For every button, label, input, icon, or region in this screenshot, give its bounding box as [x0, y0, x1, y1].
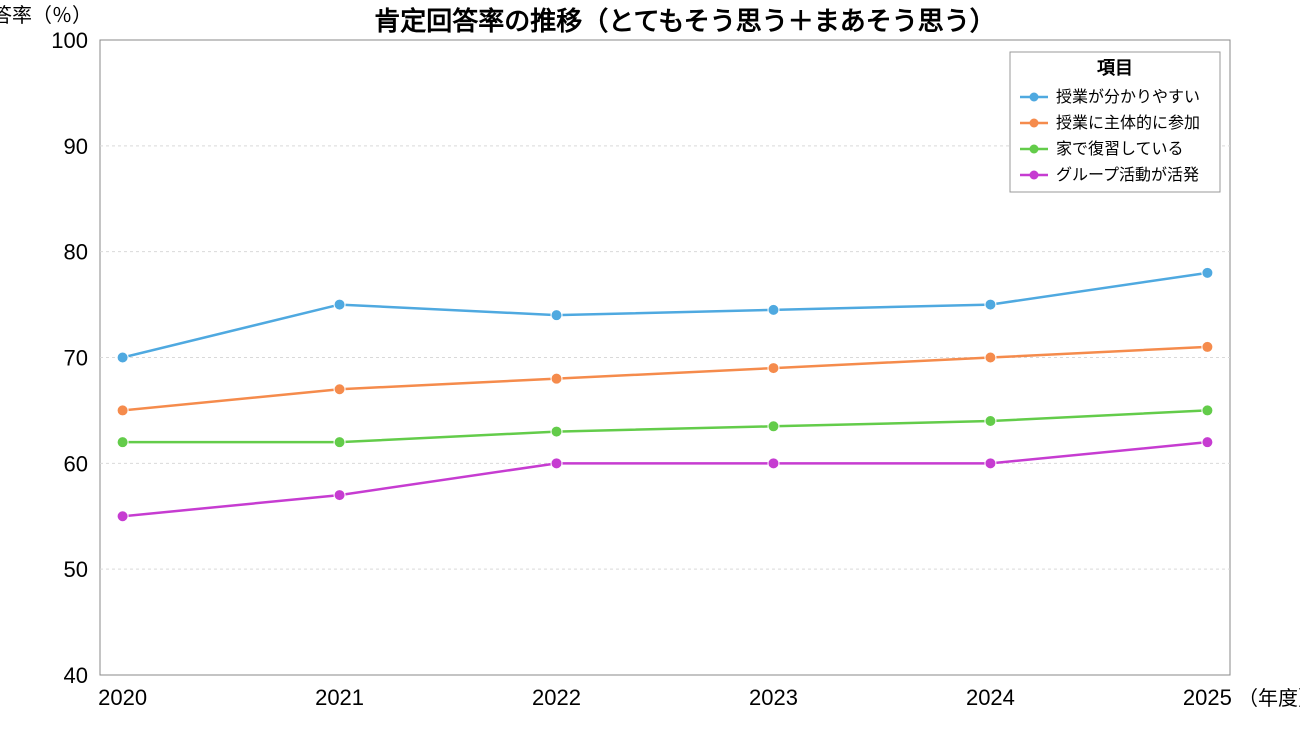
series-marker: [985, 299, 996, 310]
x-tick-label: 2021: [315, 685, 364, 710]
chart-svg: 40 50 60 70 80 90 100 2020 2021 2022 2023 2024 2025 肯…: [0, 0, 1300, 752]
series-marker: [768, 363, 779, 374]
series-marker: [334, 384, 345, 395]
series-marker: [985, 352, 996, 363]
series-marker: [117, 352, 128, 363]
series-marker: [1202, 267, 1213, 278]
legend-item-label: グループ活動が活発: [1056, 166, 1199, 184]
series-marker: [768, 304, 779, 315]
series-marker: [768, 458, 779, 469]
series-marker: [334, 299, 345, 310]
legend-swatch-marker: [1030, 145, 1039, 154]
series-marker: [334, 437, 345, 448]
y-tick-label: 50: [64, 557, 88, 582]
y-tick-label: 40: [64, 663, 88, 688]
series-marker: [117, 511, 128, 522]
legend-item-label: 家で復習している: [1056, 140, 1184, 158]
y-tick-label: 70: [64, 346, 88, 371]
chart-title: 肯定回答率の推移（とてもそう思う＋まあそう思う）: [374, 6, 995, 36]
x-axis-label: （年度）: [1238, 687, 1300, 710]
series-marker: [551, 426, 562, 437]
series-marker: [551, 373, 562, 384]
legend-title: 項目: [1097, 58, 1133, 78]
series-marker: [334, 490, 345, 501]
x-tick-label: 2020: [98, 685, 147, 710]
series-marker: [768, 421, 779, 432]
x-tick-label: 2023: [749, 685, 798, 710]
series-marker: [985, 416, 996, 427]
series-marker: [117, 405, 128, 416]
y-tick-label: 80: [64, 240, 88, 265]
legend-swatch-marker: [1030, 171, 1039, 180]
series-marker: [551, 458, 562, 469]
series-marker: [551, 310, 562, 321]
y-tick-label: 90: [64, 134, 88, 159]
legend-item-label: 授業に主体的に参加: [1056, 114, 1200, 132]
series-marker: [1202, 405, 1213, 416]
legend-item-label: 授業が分かりやすい: [1056, 88, 1200, 106]
series-marker: [985, 458, 996, 469]
series-marker: [1202, 341, 1213, 352]
y-tick-label: 100: [51, 28, 88, 53]
x-tick-label: 2022: [532, 685, 581, 710]
x-tick-label: 2025: [1183, 685, 1232, 710]
legend-swatch-marker: [1030, 119, 1039, 128]
line-chart: 40 50 60 70 80 90 100 2020 2021 2022 2023 2024 2025 肯…: [0, 0, 1300, 752]
series-marker: [117, 437, 128, 448]
y-tick-label: 60: [64, 451, 88, 476]
y-axis-label: 肯定回答率（％）: [0, 4, 92, 27]
x-tick-label: 2024: [966, 685, 1015, 710]
series-marker: [1202, 437, 1213, 448]
legend-swatch-marker: [1030, 93, 1039, 102]
